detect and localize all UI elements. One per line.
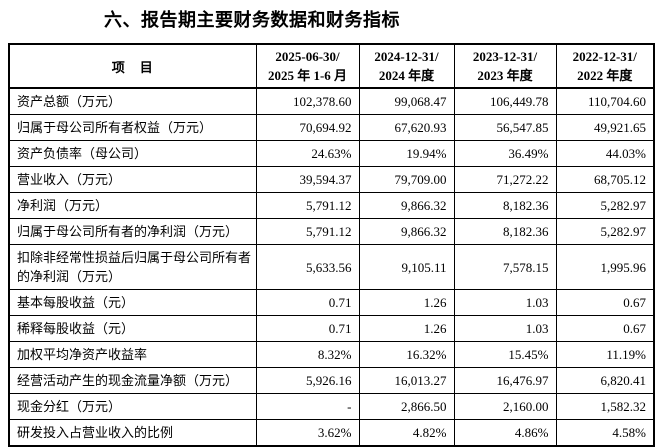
value-cell: 15.45% xyxy=(453,341,557,368)
table-row-basic-eps: 基本每股收益（元） 0.71 1.26 1.03 0.67 xyxy=(8,289,655,316)
row-label: 经营活动产生的现金流量净额（万元） xyxy=(8,367,257,394)
table-header: 项 目 2025-06-30/ 2025 年 1-6 月 2024-12-31/… xyxy=(8,43,655,89)
row-label: 基本每股收益（元） xyxy=(8,289,257,316)
row-label: 归属于母公司所有者的净利润（万元） xyxy=(8,218,257,245)
value-cell: 24.63% xyxy=(255,140,360,167)
period-date-line: 2025-06-30/ xyxy=(275,49,340,64)
value-cell: 56,547.85 xyxy=(453,114,557,141)
period-label-line: 2022 年度 xyxy=(577,68,633,83)
value-cell: 0.71 xyxy=(255,315,360,342)
value-cell: 36.49% xyxy=(453,140,557,167)
value-cell: 4.58% xyxy=(555,419,655,447)
value-cell: 99,068.47 xyxy=(358,87,455,115)
value-cell: 3.62% xyxy=(255,419,360,447)
value-cell: 2,160.00 xyxy=(453,393,557,420)
period-column-header-2023: 2023-12-31/ 2023 年度 xyxy=(453,43,557,89)
value-cell: 8,182.36 xyxy=(453,192,557,219)
period-date-line: 2022-12-31/ xyxy=(572,49,637,64)
value-cell: 1,995.96 xyxy=(555,244,655,290)
value-cell: 7,578.15 xyxy=(453,244,557,290)
row-label: 扣除非经常性损益后归属于母公司所有者的净利润（万元） xyxy=(8,244,257,290)
value-cell: 0.71 xyxy=(255,289,360,316)
value-cell: 5,282.97 xyxy=(555,192,655,219)
section-title: 六、报告期主要财务数据和财务指标 xyxy=(104,10,400,30)
value-cell: 44.03% xyxy=(555,140,655,167)
value-cell: 79,709.00 xyxy=(358,166,455,193)
value-cell: 19.94% xyxy=(358,140,455,167)
period-column-header-2024: 2024-12-31/ 2024 年度 xyxy=(358,43,455,89)
row-label: 资产总额（万元） xyxy=(8,87,257,115)
row-label: 净利润（万元） xyxy=(8,192,257,219)
period-column-header-2022: 2022-12-31/ 2022 年度 xyxy=(555,43,655,89)
table-row-parent-net-profit: 归属于母公司所有者的净利润（万元） 5,791.12 9,866.32 8,18… xyxy=(8,218,655,245)
row-label: 现金分红（万元） xyxy=(8,393,257,420)
header-row: 项 目 2025-06-30/ 2025 年 1-6 月 2024-12-31/… xyxy=(8,43,655,89)
value-cell: 2,866.50 xyxy=(358,393,455,420)
value-cell: - xyxy=(255,393,360,420)
value-cell: 5,791.12 xyxy=(255,218,360,245)
value-cell: 16,013.27 xyxy=(358,367,455,394)
value-cell: 110,704.60 xyxy=(555,87,655,115)
row-label: 资产负债率（母公司） xyxy=(8,140,257,167)
period-date-line: 2023-12-31/ xyxy=(472,49,538,64)
table-row-deducted-net-profit: 扣除非经常性损益后归属于母公司所有者的净利润（万元） 5,633.56 9,10… xyxy=(8,244,655,290)
value-cell: 106,449.78 xyxy=(453,87,557,115)
row-label: 稀释每股收益（元） xyxy=(8,315,257,342)
value-cell: 1.26 xyxy=(358,289,455,316)
value-cell: 4.82% xyxy=(358,419,455,447)
value-cell: 102,378.60 xyxy=(255,87,360,115)
value-cell: 1,582.32 xyxy=(555,393,655,420)
table-body: 资产总额（万元） 102,378.60 99,068.47 106,449.78… xyxy=(8,87,655,447)
table-row-operating-cash-flow: 经营活动产生的现金流量净额（万元） 5,926.16 16,013.27 16,… xyxy=(8,367,655,394)
value-cell: 8.32% xyxy=(255,341,360,368)
value-cell: 49,921.65 xyxy=(555,114,655,141)
value-cell: 5,282.97 xyxy=(555,218,655,245)
table-row-net-profit: 净利润（万元） 5,791.12 9,866.32 8,182.36 5,282… xyxy=(8,192,655,219)
value-cell: 5,633.56 xyxy=(255,244,360,290)
value-cell: 68,705.12 xyxy=(555,166,655,193)
value-cell: 9,866.32 xyxy=(358,218,455,245)
row-label: 加权平均净资产收益率 xyxy=(8,341,257,368)
row-label: 营业收入（万元） xyxy=(8,166,257,193)
value-cell: 9,105.11 xyxy=(358,244,455,290)
financial-data-table: 项 目 2025-06-30/ 2025 年 1-6 月 2024-12-31/… xyxy=(8,43,655,447)
value-cell: 67,620.93 xyxy=(358,114,455,141)
period-label-line: 2023 年度 xyxy=(477,68,533,83)
value-cell: 0.67 xyxy=(555,289,655,316)
value-cell: 11.19% xyxy=(555,341,655,368)
value-cell: 71,272.22 xyxy=(453,166,557,193)
item-column-header: 项 目 xyxy=(8,43,257,89)
value-cell: 6,820.41 xyxy=(555,367,655,394)
value-cell: 1.03 xyxy=(453,289,557,316)
period-date-line: 2024-12-31/ xyxy=(374,49,439,64)
table-row-cash-dividend: 现金分红（万元） - 2,866.50 2,160.00 1,582.32 xyxy=(8,393,655,420)
value-cell: 16.32% xyxy=(358,341,455,368)
table-row-debt-ratio: 资产负债率（母公司） 24.63% 19.94% 36.49% 44.03% xyxy=(8,140,655,167)
value-cell: 5,926.16 xyxy=(255,367,360,394)
period-column-header-2025: 2025-06-30/ 2025 年 1-6 月 xyxy=(255,43,360,89)
table-row-operating-revenue: 营业收入（万元） 39,594.37 79,709.00 71,272.22 6… xyxy=(8,166,655,193)
row-label: 研发投入占营业收入的比例 xyxy=(8,419,257,447)
value-cell: 4.86% xyxy=(453,419,557,447)
table-row-rd-revenue-ratio: 研发投入占营业收入的比例 3.62% 4.82% 4.86% 4.58% xyxy=(8,419,655,447)
period-label-line: 2024 年度 xyxy=(378,68,435,83)
value-cell: 9,866.32 xyxy=(358,192,455,219)
row-label: 归属于母公司所有者权益（万元） xyxy=(8,114,257,141)
value-cell: 1.26 xyxy=(358,315,455,342)
table-row-diluted-eps: 稀释每股收益（元） 0.71 1.26 1.03 0.67 xyxy=(8,315,655,342)
table-row-total-assets: 资产总额（万元） 102,378.60 99,068.47 106,449.78… xyxy=(8,87,655,115)
value-cell: 8,182.36 xyxy=(453,218,557,245)
value-cell: 70,694.92 xyxy=(255,114,360,141)
table-row-weighted-avg-roe: 加权平均净资产收益率 8.32% 16.32% 15.45% 11.19% xyxy=(8,341,655,368)
table-row-parent-equity: 归属于母公司所有者权益（万元） 70,694.92 67,620.93 56,5… xyxy=(8,114,655,141)
value-cell: 0.67 xyxy=(555,315,655,342)
value-cell: 16,476.97 xyxy=(453,367,557,394)
value-cell: 5,791.12 xyxy=(255,192,360,219)
value-cell: 39,594.37 xyxy=(255,166,360,193)
period-label-line: 2025 年 1-6 月 xyxy=(267,68,348,83)
value-cell: 1.03 xyxy=(453,315,557,342)
